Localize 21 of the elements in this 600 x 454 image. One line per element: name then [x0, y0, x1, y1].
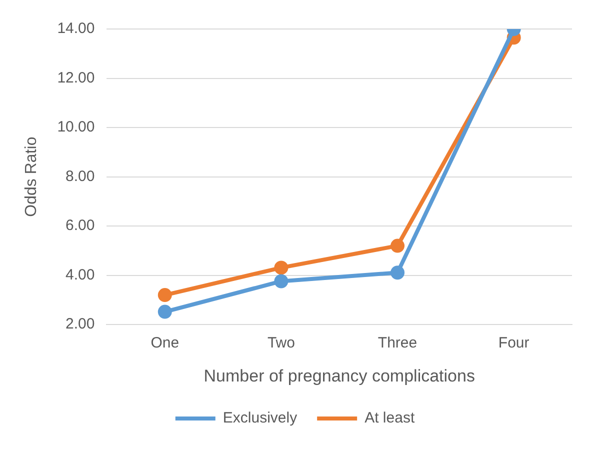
- x-tick-label: Two: [267, 334, 295, 352]
- x-tick-label: Three: [378, 334, 418, 352]
- point: [158, 288, 172, 302]
- point: [158, 304, 172, 319]
- y-axis-title: Odds Ratio: [23, 136, 40, 217]
- x-tick-label: One: [150, 334, 180, 352]
- point: [390, 238, 405, 253]
- y-tick-label: 6.00: [66, 217, 95, 234]
- y-tick-label: 2.00: [66, 316, 95, 333]
- x-tick-label: Four: [498, 334, 530, 352]
- y-tick-label: 4.00: [66, 266, 95, 284]
- legend-label: At least: [364, 410, 416, 427]
- y-tick-label: 14.00: [57, 20, 95, 38]
- y-tick-label: 10.00: [57, 118, 95, 136]
- x-axis-title: Number of pregnancy complications: [204, 366, 475, 386]
- point: [274, 260, 288, 275]
- point: [390, 266, 405, 280]
- y-tick-label: 8.00: [66, 168, 95, 185]
- point: [274, 274, 288, 288]
- y-tick-label: 12.00: [57, 69, 95, 86]
- legend-label: Exclusively: [222, 410, 298, 427]
